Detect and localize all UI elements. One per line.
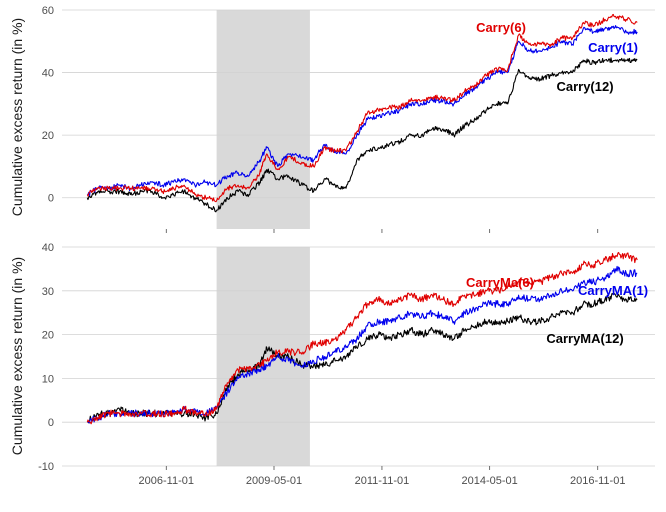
top-y-tick-label: 0 [48,193,54,205]
label-carry-1: Carry(1) [588,40,638,55]
series-line-carryma-1 [86,265,638,424]
bottom-gridlines [62,246,655,467]
bottom-series-lines [86,251,638,425]
top-y-tick-labels: 0 20 40 60 [42,5,54,205]
bottom-y-tick-label: 30 [42,286,54,298]
series-line-carry-12 [86,57,638,213]
series-line-carry-6 [86,13,638,203]
top-series-lines [86,13,638,213]
x-tick-label: 2009-05-01 [246,475,302,487]
series-line-carryma-6 [86,251,638,425]
label-carry-12: Carry(12) [556,79,613,94]
x-tick-label: 2014-05-01 [462,475,518,487]
x-tick-label: 2006-11-01 [139,475,194,487]
top-y-tick-label: 20 [42,130,54,142]
bottom-y-tick-labels: -10 0 10 20 30 40 [38,242,54,473]
bottom-y-tick-label: -10 [38,461,54,473]
top-x-tick-marks [165,229,599,233]
label-carryma-12: CarryMA(12) [546,331,623,346]
x-tick-label: 2016-11-01 [570,475,625,487]
top-y-tick-label: 40 [42,68,54,80]
bottom-y-tick-label: 40 [42,242,54,254]
label-carry-6: Carry(6) [476,20,526,35]
top-panel: Cumulative excess return (in %) 0204060 … [9,5,655,233]
label-carryma-1: CarryMA(1) [578,283,648,298]
top-shaded-region [216,10,310,229]
bottom-x-tick-marks [165,466,599,470]
bottom-panel: Cumulative excess return (in %) -10 0 10 20… [9,242,655,487]
x-tick-labels: 2006-11-01 2009-05-01 2011-11-01 2014-05-01… [139,475,626,487]
label-carryma-6: CarryMa(6) [466,275,534,290]
top-shaded-rect [216,10,310,229]
top-y-axis-title: Cumulative excess return (in %) [9,18,25,216]
bottom-y-tick-label: 0 [48,417,54,429]
top-y-tick-label: 60 [42,5,54,17]
bottom-y-tick-label: 20 [42,330,54,342]
bottom-y-axis-title: Cumulative excess return (in %) [9,257,25,455]
series-line-carry-1 [87,25,638,197]
bottom-y-tick-label: 10 [42,373,54,385]
x-tick-label: 2011-11-01 [355,475,410,487]
